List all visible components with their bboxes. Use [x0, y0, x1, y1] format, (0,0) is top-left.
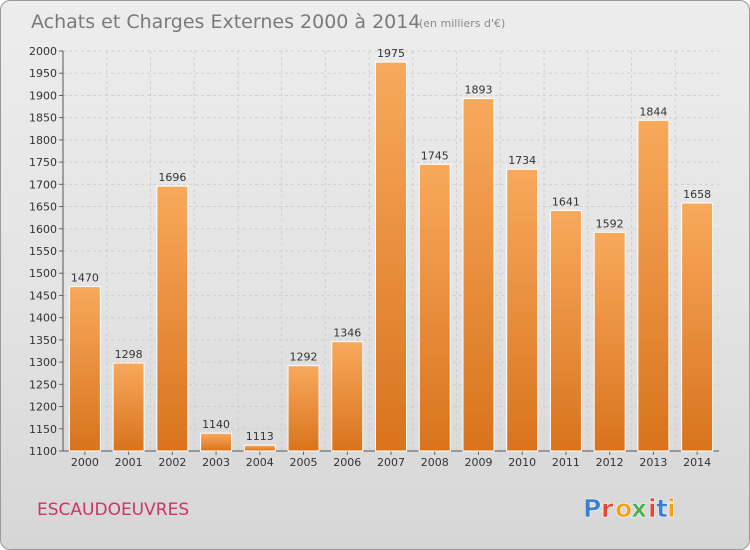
bar-2004: [243, 444, 276, 452]
y-tick-label: 1950: [29, 67, 57, 80]
value-label-2004: 1113: [246, 430, 274, 443]
bar-2002: [156, 185, 189, 452]
commune-name: ESCAUDOEUVRES: [37, 500, 189, 520]
y-tick-label: 1550: [29, 245, 57, 258]
x-tick-label: 2007: [377, 456, 405, 469]
y-tick-label: 1500: [29, 267, 57, 280]
y-tick-label: 2000: [29, 45, 57, 58]
logo-letter: x: [631, 494, 647, 523]
bar-2003: [200, 432, 233, 452]
bar-2009: [462, 98, 495, 452]
bar-2012: [593, 231, 626, 452]
chart-title: Achats et Charges Externes 2000 à 2014: [31, 11, 420, 33]
value-label-2007: 1975: [377, 47, 405, 60]
bar-2007: [375, 61, 407, 452]
logo-letter: r: [601, 494, 614, 523]
y-tick-label: 1150: [29, 423, 57, 436]
value-label-2008: 1745: [421, 149, 449, 162]
y-tick-label: 1850: [29, 112, 57, 125]
y-tick-label: 1900: [29, 89, 57, 102]
x-tick-label: 2002: [158, 456, 186, 469]
y-tick-label: 1350: [29, 334, 57, 347]
x-tick-label: 2005: [290, 456, 318, 469]
y-tick-label: 1800: [29, 134, 57, 147]
x-tick-label: 2003: [202, 456, 230, 469]
logo-letter: o: [615, 494, 632, 523]
x-tick-label: 2006: [333, 456, 361, 469]
y-tick-label: 1750: [29, 156, 57, 169]
logo-letter: t: [656, 494, 668, 523]
logo-letter: P: [583, 494, 601, 523]
bars: [68, 61, 714, 452]
bar-2010: [506, 168, 539, 452]
data-labels: 1470 1298 1696 1140 1113 1292 1346 1975 1745 1893…: [71, 47, 711, 443]
value-label-2009: 1893: [464, 84, 492, 97]
x-tick-label: 2004: [246, 456, 274, 469]
bar-2014: [681, 202, 714, 452]
x-tick-label: 2010: [508, 456, 536, 469]
x-tick-label: 2013: [639, 456, 667, 469]
x-tick-label: 2014: [683, 456, 711, 469]
value-label-2000: 1470: [71, 272, 99, 285]
value-label-2002: 1696: [158, 171, 186, 184]
bar-2008: [418, 163, 451, 452]
y-tick-label: 1100: [29, 445, 57, 458]
x-tick-label: 2009: [464, 456, 492, 469]
value-label-2013: 1844: [639, 105, 667, 118]
y-tick-label: 1650: [29, 201, 57, 214]
bar-2006: [331, 341, 364, 452]
logo-letter: i: [648, 494, 657, 523]
x-tick-label: 2001: [115, 456, 143, 469]
y-tick-label: 1700: [29, 178, 57, 191]
value-label-2006: 1346: [333, 327, 361, 340]
value-label-2014: 1658: [683, 188, 711, 201]
x-tick-label: 2011: [552, 456, 580, 469]
logo-letter: i: [667, 494, 676, 523]
value-label-2010: 1734: [508, 154, 536, 167]
chart-unit: (en milliers d'€): [419, 17, 505, 30]
x-tick-label: 2012: [596, 456, 624, 469]
bar-2011: [549, 210, 582, 452]
bar-2005: [287, 365, 320, 452]
bar-2000: [68, 286, 101, 452]
y-tick-label: 1450: [29, 289, 57, 302]
x-tick-label: 2008: [421, 456, 449, 469]
y-tick-label: 1300: [29, 356, 57, 369]
bar-2001: [112, 362, 145, 452]
value-label-2001: 1298: [115, 348, 143, 361]
value-label-2005: 1292: [290, 351, 318, 364]
y-tick-label: 1250: [29, 378, 57, 391]
y-tick-label: 1400: [29, 312, 57, 325]
y-tick-label: 1600: [29, 223, 57, 236]
y-tick-label: 1200: [29, 401, 57, 414]
value-label-2003: 1140: [202, 418, 230, 431]
value-label-2012: 1592: [596, 217, 624, 230]
bar-2013: [637, 119, 670, 452]
x-tick-label: 2000: [71, 456, 99, 469]
value-label-2011: 1641: [552, 196, 580, 209]
